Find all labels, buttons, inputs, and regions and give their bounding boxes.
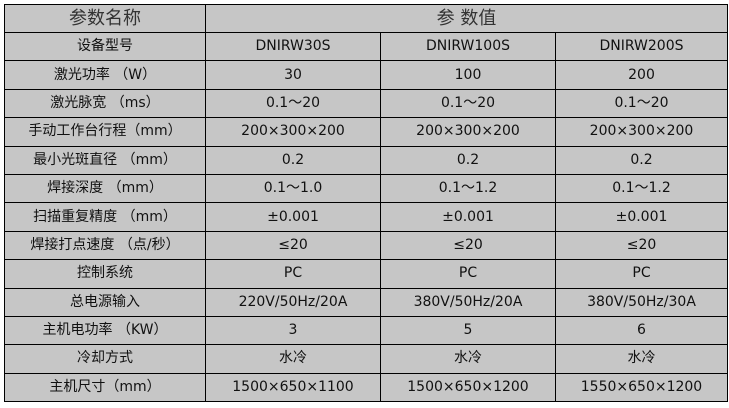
- cell-value: 6: [555, 315, 728, 346]
- cell-value: 0.1～20: [205, 88, 381, 119]
- row-label: 主机尺寸（mm）: [4, 372, 206, 403]
- cell-value: 水冷: [555, 344, 728, 374]
- cell-value: 1550×650×1200: [555, 372, 728, 403]
- row-label: 最小光斑直径 （mm）: [4, 145, 206, 175]
- cell-value: 380V/50Hz/30A: [555, 287, 728, 317]
- table-row: 冷却方式 水冷 水冷 水冷: [4, 344, 728, 374]
- cell-value: 100: [380, 60, 556, 90]
- cell-value: 1500×650×1200: [380, 372, 556, 403]
- cell-value: DNIRW30S: [205, 31, 381, 62]
- table-row: 设备型号 DNIRW30S DNIRW100S DNIRW200S: [4, 31, 728, 62]
- cell-value: ≤20: [555, 230, 728, 261]
- cell-value: 0.2: [555, 145, 728, 175]
- cell-value: PC: [555, 259, 728, 289]
- cell-value: 0.1～20: [555, 88, 728, 119]
- header-param-name: 参数名称: [4, 4, 206, 33]
- header-param-value: 参 数值: [205, 4, 728, 33]
- cell-value: 0.1～20: [380, 88, 556, 119]
- cell-value: ±0.001: [205, 202, 381, 232]
- row-label: 控制系统: [4, 259, 206, 289]
- table-row: 激光脉宽 （ms） 0.1～20 0.1～20 0.1～20: [4, 88, 728, 119]
- cell-value: 0.2: [205, 145, 381, 175]
- cell-value: ±0.001: [380, 202, 556, 232]
- row-label: 激光功率 （W）: [4, 60, 206, 90]
- table-row: 主机尺寸（mm） 1500×650×1100 1500×650×1200 1550×6…: [4, 372, 728, 403]
- row-label: 焊接打点速度 （点/秒）: [4, 230, 206, 261]
- cell-value: 3: [205, 315, 381, 346]
- row-label: 手动工作台行程（mm）: [4, 117, 206, 147]
- table-row: 主机电功率 （KW） 3 5 6: [4, 315, 728, 346]
- row-label: 总电源输入: [4, 287, 206, 317]
- spec-table: 参数名称 参 数值 设备型号 DNIRW30S DNIRW100S DNIRW200S…: [4, 4, 728, 403]
- cell-value: 0.1～1.2: [380, 173, 556, 204]
- cell-value: 0.1～1.2: [555, 173, 728, 204]
- cell-value: DNIRW100S: [380, 31, 556, 62]
- table-row: 最小光斑直径 （mm） 0.2 0.2 0.2: [4, 145, 728, 175]
- row-label: 焊接深度 （mm）: [4, 173, 206, 204]
- row-label: 主机电功率 （KW）: [4, 315, 206, 346]
- cell-value: ±0.001: [555, 202, 728, 232]
- cell-value: 5: [380, 315, 556, 346]
- cell-value: 0.2: [380, 145, 556, 175]
- cell-value: 220V/50Hz/20A: [205, 287, 381, 317]
- cell-value: ≤20: [380, 230, 556, 261]
- table-row: 焊接深度 （mm） 0.1～1.0 0.1～1.2 0.1～1.2: [4, 173, 728, 204]
- cell-value: PC: [380, 259, 556, 289]
- cell-value: 200×300×200: [205, 117, 381, 147]
- row-label: 冷却方式: [4, 344, 206, 374]
- cell-value: 30: [205, 60, 381, 90]
- cell-value: 200×300×200: [380, 117, 556, 147]
- cell-value: 0.1～1.0: [205, 173, 381, 204]
- cell-value: DNIRW200S: [555, 31, 728, 62]
- cell-value: 1500×650×1100: [205, 372, 381, 403]
- cell-value: PC: [205, 259, 381, 289]
- table-row: 总电源输入 220V/50Hz/20A 380V/50Hz/20A 380V/50Hz…: [4, 287, 728, 317]
- table-row: 手动工作台行程（mm） 200×300×200 200×300×200 200×300…: [4, 117, 728, 147]
- cell-value: ≤20: [205, 230, 381, 261]
- row-label: 扫描重复精度 （mm）: [4, 202, 206, 232]
- table-row: 控制系统 PC PC PC: [4, 259, 728, 289]
- cell-value: 水冷: [205, 344, 381, 374]
- row-label: 设备型号: [4, 31, 206, 62]
- header-row: 参数名称 参 数值: [4, 4, 728, 33]
- table-row: 焊接打点速度 （点/秒） ≤20 ≤20 ≤20: [4, 230, 728, 261]
- cell-value: 200×300×200: [555, 117, 728, 147]
- cell-value: 200: [555, 60, 728, 90]
- row-label: 激光脉宽 （ms）: [4, 88, 206, 119]
- cell-value: 水冷: [380, 344, 556, 374]
- table-row: 扫描重复精度 （mm） ±0.001 ±0.001 ±0.001: [4, 202, 728, 232]
- table-row: 激光功率 （W） 30 100 200: [4, 60, 728, 90]
- cell-value: 380V/50Hz/20A: [380, 287, 556, 317]
